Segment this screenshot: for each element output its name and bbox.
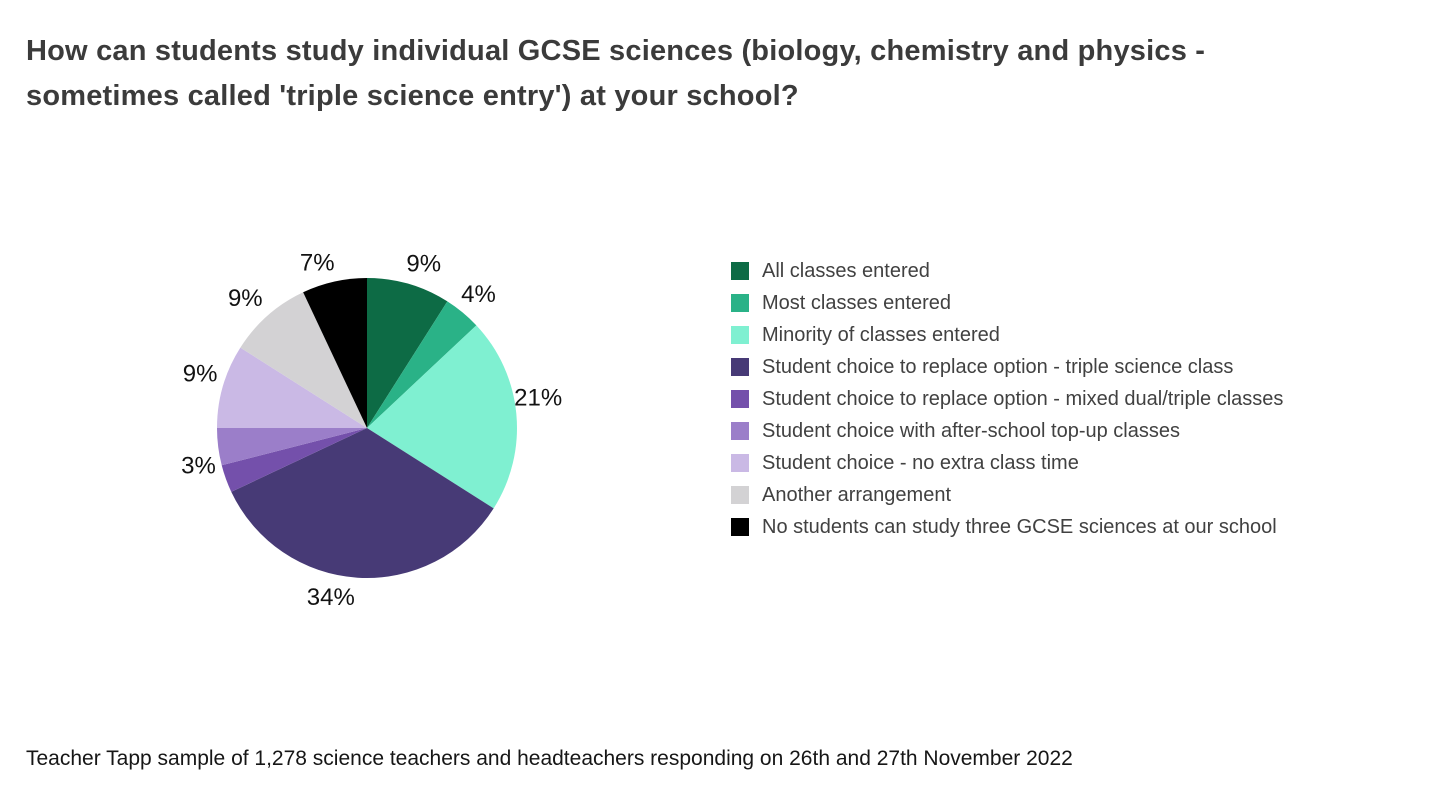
- legend-item-label: No students can study three GCSE science…: [762, 515, 1277, 538]
- legend-item-label: Student choice to replace option - mixed…: [762, 387, 1284, 410]
- legend-item: Most classes entered: [731, 287, 1283, 319]
- legend-item-label: Student choice to replace option - tripl…: [762, 355, 1234, 378]
- pie-slice-2: [367, 325, 518, 509]
- legend-color-swatch: [731, 358, 749, 376]
- legend-item-label: Minority of classes entered: [762, 323, 1000, 346]
- pie-percent-label-7: 9%: [228, 285, 263, 312]
- pie-percent-label-2: 21%: [514, 385, 562, 412]
- legend-color-swatch: [731, 390, 749, 408]
- pie-percent-label-0: 9%: [406, 251, 441, 278]
- source-note: Teacher Tapp sample of 1,278 science tea…: [26, 747, 1073, 770]
- legend-color-swatch: [731, 486, 749, 504]
- chart-title-line: sometimes called 'triple science entry')…: [26, 80, 799, 112]
- legend-item-label: Another arrangement: [762, 483, 952, 506]
- legend-item: Student choice with after-school top-up …: [731, 415, 1283, 447]
- legend-item: All classes entered: [731, 255, 1283, 287]
- pie-slice-0: [367, 278, 448, 428]
- pie-slice-7: [240, 292, 367, 428]
- legend-color-swatch: [731, 262, 749, 280]
- legend-item: Student choice to replace option - mixed…: [731, 383, 1283, 415]
- legend: All classes entered Most classes entered M…: [731, 255, 1283, 543]
- pie-percent-label-6: 9%: [183, 361, 218, 388]
- pie-percent-label-4: 3%: [181, 453, 216, 480]
- legend-item: No students can study three GCSE science…: [731, 511, 1283, 543]
- pie-slice-5: [217, 428, 367, 466]
- legend-color-swatch: [731, 326, 749, 344]
- pie-slice-4: [221, 428, 367, 492]
- pie-slice-3: [231, 428, 494, 578]
- legend-item: Minority of classes entered: [731, 319, 1283, 351]
- legend-color-swatch: [731, 518, 749, 536]
- pie-slice-6: [217, 347, 367, 428]
- chart-title: How can students study individual GCSE s…: [26, 29, 1205, 119]
- legend-item-label: All classes entered: [762, 259, 930, 282]
- legend-item: Student choice - no extra class time: [731, 447, 1283, 479]
- pie-percent-label-1: 4%: [461, 281, 496, 308]
- legend-item-label: Student choice - no extra class time: [762, 451, 1079, 474]
- legend-color-swatch: [731, 422, 749, 440]
- legend-item: Student choice to replace option - tripl…: [731, 351, 1283, 383]
- legend-item-label: Student choice with after-school top-up …: [762, 419, 1180, 442]
- pie-slice-8: [303, 278, 367, 428]
- legend-item: Another arrangement: [731, 479, 1283, 511]
- legend-color-swatch: [731, 294, 749, 312]
- chart-title-line: How can students study individual GCSE s…: [26, 35, 1206, 67]
- legend-color-swatch: [731, 454, 749, 472]
- pie-percent-label-8: 7%: [300, 250, 335, 277]
- legend-item-label: Most classes entered: [762, 291, 951, 314]
- pie-percent-label-3: 34%: [307, 584, 355, 611]
- pie-slice-1: [367, 301, 477, 428]
